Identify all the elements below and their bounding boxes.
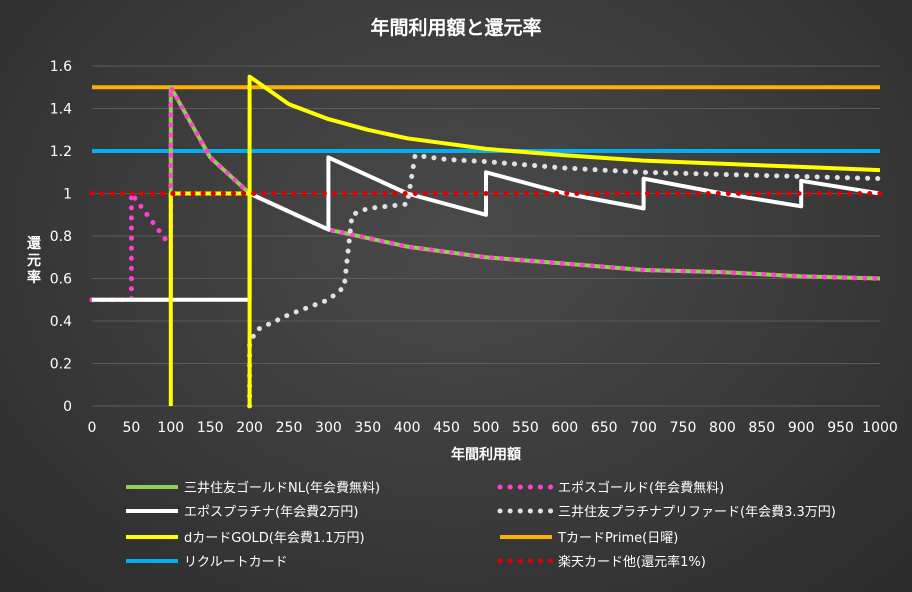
x-tick-label: 750 (670, 420, 697, 436)
y-tick-label: 0 (63, 399, 72, 415)
x-tick-label: 350 (354, 420, 381, 436)
y-axis-title: 還元率 (27, 235, 42, 286)
x-tick-label: 700 (630, 420, 657, 436)
x-tick-label: 950 (827, 420, 854, 436)
x-tick-label: 650 (591, 420, 618, 436)
grid-lines (92, 65, 880, 407)
legend-label-6: リクルートカード (184, 555, 288, 570)
x-tick-label: 1000 (862, 420, 898, 436)
y-tick-label: 0.4 (50, 314, 72, 330)
y-tick-label: 1 (63, 187, 72, 203)
y-tick-label: 1.2 (50, 144, 72, 160)
x-axis-title: 年間利用額 (451, 446, 521, 463)
x-tick-label: 300 (315, 420, 342, 436)
x-tick-label: 150 (197, 420, 224, 436)
legend-label-1: エポスゴールド(年会費無料) (558, 480, 724, 496)
legend-label-3: 三井住友プラチナプリファード(年会費3.3万円) (558, 504, 836, 520)
x-tick-label: 250 (276, 420, 303, 436)
x-tick-label: 900 (788, 420, 815, 436)
x-tick-label: 400 (394, 420, 421, 436)
x-tick-label: 500 (473, 420, 500, 436)
chart-title: 年間利用額と還元率 (370, 16, 541, 39)
x-tick-label: 50 (122, 420, 140, 436)
x-tick-label: 450 (433, 420, 460, 436)
legend-label-4: dカードGOLD(年会費1.1万円) (184, 531, 365, 546)
series-line-4 (168, 74, 881, 408)
y-tick-label: 1.4 (50, 102, 72, 118)
x-tick-label: 100 (157, 420, 184, 436)
series-line-2 (92, 155, 881, 302)
y-tick-label: 1.6 (50, 59, 72, 75)
y-tick-label: 0.6 (50, 272, 72, 288)
x-tick-label: 200 (236, 420, 263, 436)
x-axis-ticks: 0 50 100 150 200 250 300 350 400 450 500 550 600 650 7… (88, 420, 898, 436)
y-tick-label: 0.8 (50, 229, 72, 245)
x-tick-label: 850 (748, 420, 775, 436)
legend-label-0: 三井住友ゴールドNL(年会費無料) (184, 480, 380, 496)
legend-label-7: 楽天カード他(還元率1%) (558, 554, 706, 570)
y-tick-label: 0.2 (50, 357, 72, 373)
series-line-3 (247, 152, 883, 409)
legend-label-5: TカードPrime(日曜) (557, 531, 678, 546)
y-axis-ticks: 0 0.2 0.4 0.6 0.8 1 1.2 1.4 1.6 (50, 59, 72, 415)
legend-label-2: エポスプラチナ(年会費2万円) (184, 505, 358, 520)
x-tick-label: 800 (709, 420, 736, 436)
legend: 三井住友ゴールドNL(年会費無料) エポスゴールド(年会費無料) エポスプラチナ(年… (126, 480, 836, 570)
x-tick-label: 600 (551, 420, 578, 436)
x-tick-label: 550 (512, 420, 539, 436)
plot-area (89, 74, 883, 409)
x-tick-label: 0 (88, 420, 97, 436)
